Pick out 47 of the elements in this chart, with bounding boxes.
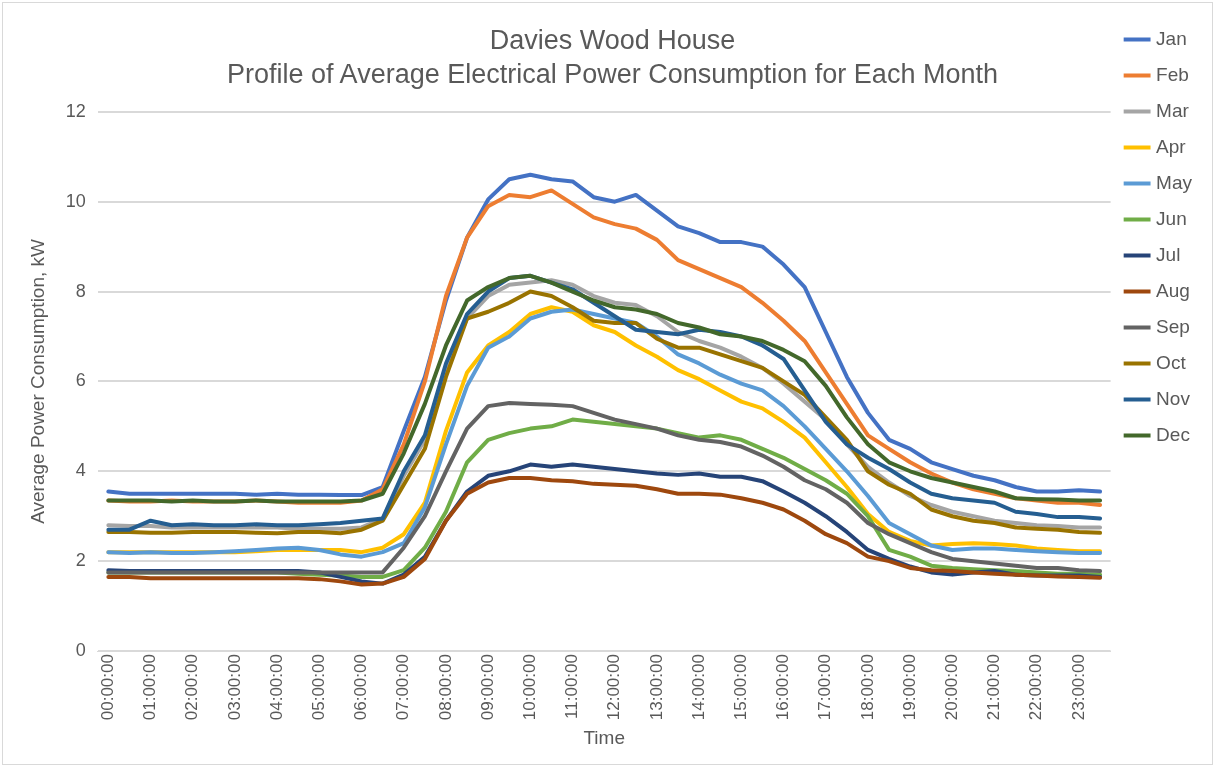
- y-tick-label: 2: [75, 550, 86, 571]
- x-tick-label: 12:00:00: [604, 654, 624, 721]
- legend-label: Jul: [1156, 243, 1181, 265]
- chart-subtitle: Profile of Average Electrical Power Consumption for Each Month: [227, 59, 998, 90]
- legend-label: Sep: [1156, 315, 1190, 337]
- x-tick-label: 21:00:00: [984, 654, 1004, 721]
- legend-label: Nov: [1156, 387, 1191, 409]
- y-tick-label: 12: [65, 100, 86, 121]
- x-tick-label: 13:00:00: [646, 654, 666, 721]
- y-tick-label: 8: [75, 280, 86, 301]
- y-tick-label: 6: [75, 370, 86, 391]
- x-tick-label: 16:00:00: [773, 654, 793, 721]
- x-tick-label: 15:00:00: [731, 654, 751, 721]
- legend-label: Dec: [1156, 423, 1190, 445]
- x-tick-label: 02:00:00: [182, 654, 202, 721]
- y-axis-title: Average Power Consumption, kW: [26, 238, 48, 524]
- x-tick-label: 11:00:00: [562, 654, 582, 719]
- chart-title: Davies Wood House: [489, 24, 736, 55]
- legend-label: Feb: [1156, 63, 1189, 85]
- y-tick-label: 0: [75, 639, 86, 660]
- x-tick-label: 07:00:00: [393, 654, 413, 721]
- x-tick-label: 05:00:00: [309, 654, 329, 721]
- x-tick-label: 04:00:00: [266, 654, 286, 721]
- x-tick-label: 20:00:00: [942, 654, 962, 721]
- legend-label: Mar: [1156, 99, 1190, 121]
- x-tick-label: 06:00:00: [351, 654, 371, 721]
- x-tick-label: 09:00:00: [477, 654, 497, 721]
- x-tick-label: 18:00:00: [857, 654, 877, 721]
- x-tick-label: 19:00:00: [899, 654, 919, 721]
- legend-label: Jun: [1156, 207, 1187, 229]
- x-tick-label: 01:00:00: [140, 654, 160, 721]
- y-tick-label: 10: [65, 190, 86, 211]
- x-tick-label: 23:00:00: [1068, 654, 1088, 721]
- legend-label: Oct: [1156, 351, 1187, 373]
- y-tick-label: 4: [75, 460, 86, 481]
- x-tick-label: 00:00:00: [98, 654, 118, 721]
- legend-label: May: [1156, 171, 1193, 193]
- x-tick-label: 03:00:00: [224, 654, 244, 721]
- x-tick-label: 14:00:00: [688, 654, 708, 721]
- legend-label: Aug: [1156, 279, 1190, 301]
- x-axis-title: Time: [583, 726, 625, 748]
- x-tick-label: 08:00:00: [435, 654, 455, 721]
- x-tick-label: 22:00:00: [1026, 654, 1046, 721]
- legend-label: Jan: [1156, 27, 1187, 49]
- legend-label: Apr: [1156, 135, 1187, 157]
- x-tick-label: 17:00:00: [815, 654, 835, 721]
- x-tick-label: 10:00:00: [520, 654, 540, 721]
